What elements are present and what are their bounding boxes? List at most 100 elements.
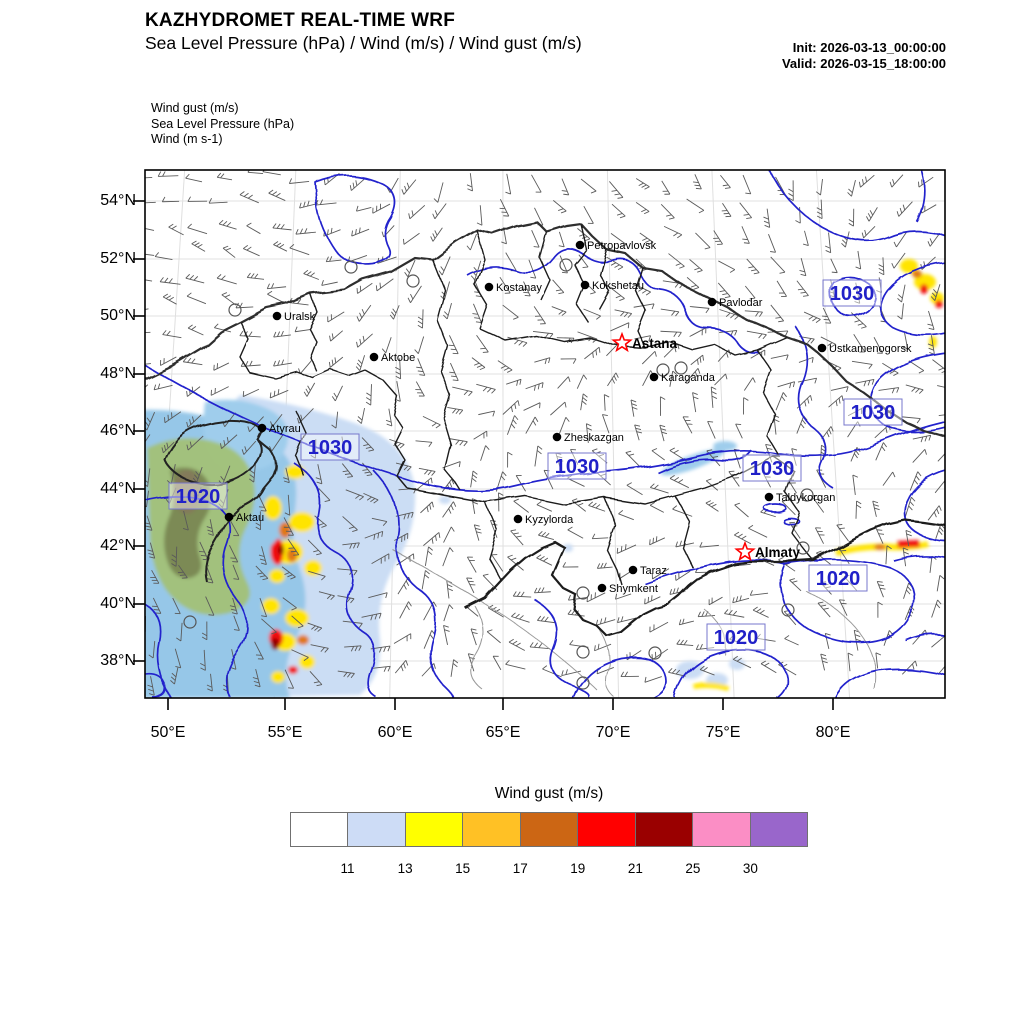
colorbar-tick-label: 21 [627,861,643,876]
city-dot-marker [575,240,585,250]
lon-tick-label: 65°E [485,724,521,741]
town-circle [674,361,688,375]
city-dot-marker [513,514,523,524]
city-dot-marker [552,432,562,442]
colorbar-cell [750,813,807,846]
lat-tick-label: 50°N [100,307,136,324]
city-kostanay: Kostanay [484,282,542,294]
lon-tick-label: 75°E [705,724,741,741]
city-dot-marker [257,423,267,433]
city-dot-marker [817,343,827,353]
town-circle [228,303,242,317]
city-label: Ustkamenogorsk [829,343,912,355]
page-subtitle: Sea Level Pressure (hPa) / Wind (m/s) / … [145,33,582,53]
city-label: Aktau [236,512,264,524]
town-circle [183,615,197,629]
colorbar-tick-label: 19 [570,861,586,876]
town-circle [406,274,420,288]
lat-tick-label: 48°N [100,365,136,382]
colorbar-cell [693,813,751,846]
pressure-label: 1020 [808,564,868,592]
pressure-label: 1030 [300,433,360,461]
colorbar-tick-label: 30 [742,861,758,876]
city-label: Zheskazgan [564,432,624,444]
town-circles-layer [183,258,814,690]
city-dot-marker [628,565,638,575]
colorbar-tick-label: 25 [685,861,701,876]
colorbar-tick-label: 11 [340,861,355,876]
city-dot-marker [580,280,590,290]
city-kyzylorda: Kyzylorda [513,514,574,526]
colorbar-cell [348,813,406,846]
town-circle [656,363,670,377]
colorbar-cell [291,813,349,846]
city-label: Taldykorgan [776,492,835,504]
lat-tick-label: 38°N [100,652,136,669]
lon-tick-label: 55°E [267,724,303,741]
colorbar-tick-label: 17 [512,861,528,876]
city-zheskazgan: Zheskazgan [552,432,624,444]
pressure-value: 1020 [176,486,221,508]
city-taldykorgan: Taldykorgan [764,492,835,504]
city-ustkamenogorsk: Ustkamenogorsk [817,343,912,355]
colorbar-cell [463,813,521,846]
town-circle [800,488,814,502]
city-dot-marker [224,512,234,522]
city-astana: Astana [611,331,678,353]
city-petropavlovsk: Petropavlovsk [575,240,657,252]
city-label: Kokshetau [592,280,644,292]
map-border [144,169,946,699]
pressure-value: 1030 [830,283,875,305]
city-aktau: Aktau [224,512,264,524]
colorbar-title: Wind gust (m/s) [494,785,604,802]
colorbar-tick-label: 15 [455,861,471,876]
city-label: Almaty [755,545,801,560]
city-star-marker [611,331,633,353]
city-label: Uralsk [284,311,316,323]
city-dot-marker [649,372,659,382]
city-dot-marker [764,492,774,502]
pressure-contours-layer [145,170,945,698]
pressure-label: 1030 [742,454,802,482]
city-label: Atyrau [269,423,301,435]
city-label: Petropavlovsk [587,240,657,252]
city-shymkent: Shymkent [597,583,658,595]
city-label: Karaganda [661,372,716,384]
city-star-marker [734,540,756,562]
city-atyrau: Atyrau [257,423,301,435]
town-circle [576,645,590,659]
colorbar-cell [635,813,694,846]
pressure-label: 1020 [168,482,228,510]
city-almaty: Almaty [734,540,801,562]
colorbar-cell [520,813,579,846]
overlay-legend: Wind gust (m/s) Sea Level Pressure (hPa)… [151,101,294,148]
pressure-labels-layer: 1030 1030 1030 1030 1030 1020 1020 1020 [168,279,903,651]
lon-tick-label: 50°E [150,724,186,741]
lat-tick-label: 46°N [100,422,136,439]
colorbar-cell [405,813,464,846]
lat-tick-label: 42°N [100,537,136,554]
town-circle [796,541,810,555]
lon-tick-label: 80°E [815,724,851,741]
wind-barbs-layer [145,170,945,696]
pressure-label: 1030 [547,452,607,480]
city-kokshetau: Kokshetau [580,280,644,292]
lat-tick-label: 52°N [100,250,136,267]
town-circle [559,258,573,272]
legend-wind: Wind (m s-1) [151,132,223,146]
neighbor-borders-layer [392,549,877,698]
pressure-label: 1030 [843,398,903,426]
city-karaganda: Karaganda [649,372,716,384]
colorbar-cell [578,813,636,846]
city-label: Pavlodar [719,297,763,309]
pressure-label: 1030 [822,279,882,307]
city-dot-marker [272,311,282,321]
lat-tick-label: 54°N [100,192,136,209]
lat-tick-label: 40°N [100,595,136,612]
town-circle [576,586,590,600]
lat-tick-label: 44°N [100,480,136,497]
map-frame: 1030 1030 1030 1030 1030 1020 1020 1020 Petropa… [133,169,946,710]
pressure-label: 1020 [706,623,766,651]
town-circle [576,676,590,690]
